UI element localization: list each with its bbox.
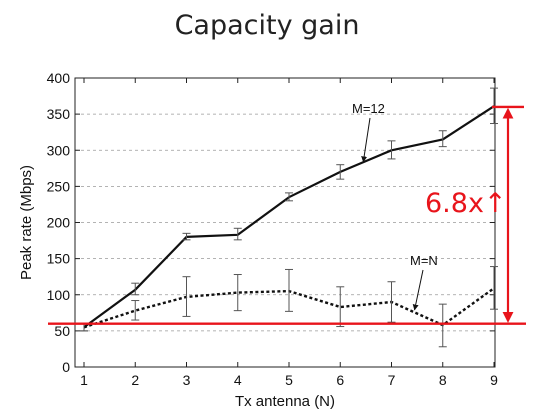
- x-tick-label: 8: [439, 372, 447, 388]
- error-bar: [182, 276, 191, 317]
- x-tick-label: 5: [285, 372, 293, 388]
- error-bar: [438, 303, 447, 348]
- series-label-m12: M=12: [352, 101, 385, 116]
- y-tick-label: 350: [47, 106, 71, 122]
- x-tick-label: 6: [336, 372, 344, 388]
- error-bar: [387, 140, 396, 160]
- error-bar: [131, 282, 140, 296]
- y-tick-label: 0: [62, 359, 70, 375]
- gridlines: [75, 113, 495, 332]
- x-tick-label: 4: [234, 372, 242, 388]
- axis-ticks: 0 50 100 150 200 250 300 350 400 1 2 3 4 5 6 7 8 9: [47, 70, 498, 388]
- error-bar: [336, 286, 345, 328]
- error-bar: [131, 300, 140, 321]
- y-tick-label: 300: [47, 142, 71, 158]
- error-bar: [336, 164, 345, 180]
- y-tick-label: 150: [47, 251, 71, 267]
- y-tick-label: 400: [47, 70, 71, 86]
- x-axis-label: Tx antenna (N): [235, 393, 335, 410]
- series-mn: [80, 266, 498, 348]
- error-bar: [387, 281, 396, 323]
- y-tick-label: 250: [47, 178, 71, 194]
- error-bar: [285, 268, 293, 312]
- error-bar: [438, 130, 447, 148]
- slide-title: Capacity gain: [174, 10, 360, 41]
- series-label-m12-pointer: [361, 117, 371, 163]
- x-tick-label: 3: [183, 372, 191, 388]
- annotations: M=12 M=N 6.8x↑: [48, 101, 526, 325]
- error-bar: [490, 266, 498, 310]
- y-tick-label: 200: [47, 215, 71, 231]
- error-bar: [285, 192, 293, 202]
- error-bar: [233, 274, 242, 312]
- x-tick-label: 2: [131, 372, 139, 388]
- y-axis-label: Peak rate (Mbps): [18, 165, 35, 280]
- series-label-mn: M=N: [410, 253, 438, 268]
- error-bar: [233, 227, 242, 241]
- y-tick-label: 50: [54, 323, 70, 339]
- x-tick-label: 7: [388, 372, 396, 388]
- series-label-mn-pointer: [412, 269, 424, 311]
- gain-label: 6.8x↑: [425, 188, 507, 219]
- y-tick-label: 100: [47, 287, 71, 303]
- error-bar: [182, 232, 191, 241]
- x-tick-label: 9: [490, 372, 498, 388]
- x-tick-label: 1: [80, 372, 88, 388]
- series-layer: [80, 87, 498, 348]
